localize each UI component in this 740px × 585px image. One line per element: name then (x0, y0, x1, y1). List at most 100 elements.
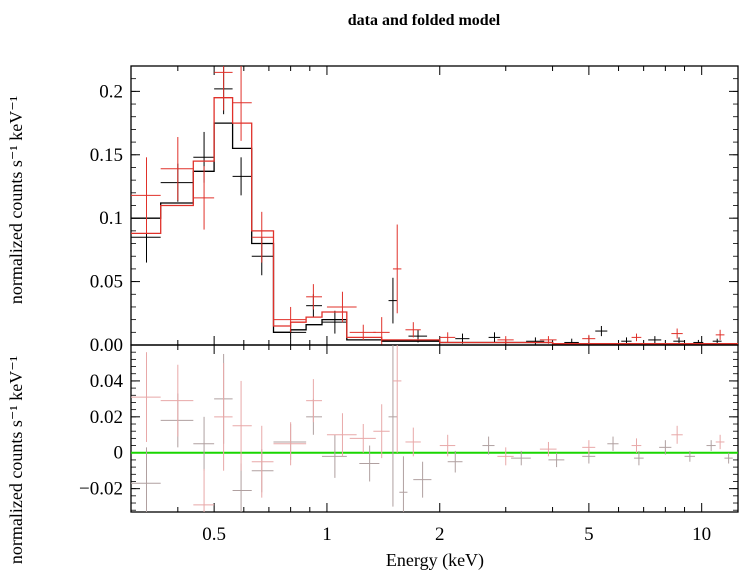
top-data-point (131, 157, 161, 234)
x-tick-label: 5 (584, 524, 594, 545)
bottom-data-point (373, 404, 390, 459)
bottom-data-point (439, 434, 456, 457)
bottom-data-point (359, 445, 380, 482)
bottom-data-point (392, 345, 402, 453)
bottom-data-point (160, 393, 194, 448)
residuals-panel: 0.5 1 2 5 10 −0.02 0 0.02 0.04 (79, 344, 739, 545)
bottom-data-point (548, 452, 565, 468)
top-model-line-1 (131, 97, 738, 345)
x-axis-title: Energy (keV) (386, 550, 484, 571)
bottom-data-point (399, 456, 408, 512)
top-data-point (131, 211, 161, 263)
top-data-point (539, 336, 557, 344)
bottom-data-point (388, 345, 398, 507)
top-data-point (388, 277, 398, 324)
top-data-point (160, 137, 194, 201)
top-data-point (671, 328, 683, 339)
bottom-data-point (232, 380, 252, 471)
top-y-tick-label: 0.05 (90, 272, 123, 293)
bottom-data-point (321, 434, 347, 478)
top-y-tick-label: 0.2 (99, 81, 123, 102)
top-data-point (306, 284, 322, 310)
bottom-data-point (273, 424, 307, 460)
top-data-point (326, 291, 357, 323)
top-data-point (306, 294, 322, 318)
bottom-y-tick-label: 0.04 (90, 371, 124, 392)
top-y-tick-label: 0.1 (99, 208, 123, 229)
bottom-data-point (131, 352, 161, 442)
bottom-data-point (214, 362, 233, 471)
top-data-point (349, 324, 376, 340)
top-data-point (526, 337, 545, 345)
bottom-data-point (511, 450, 531, 466)
bottom-data-point (273, 422, 307, 466)
top-data-point (273, 324, 307, 340)
bottom-data-point (405, 427, 421, 457)
chart-title: data and folded model (348, 12, 501, 29)
bottom-data-point (634, 450, 644, 466)
top-data-point (405, 322, 421, 338)
bottom-data-point (232, 463, 252, 512)
top-data-point (251, 211, 274, 263)
top-data-point (214, 66, 233, 111)
top-data-point (273, 306, 307, 333)
bottom-data-point (706, 440, 716, 451)
bottom-data-point (607, 436, 619, 451)
top-data-point (321, 310, 347, 334)
bottom-data-point (251, 425, 274, 498)
top-data-point (232, 157, 252, 196)
top-y-axis-title: normalized counts s⁻¹ keV⁻¹ (6, 96, 26, 304)
bottom-data-point (306, 398, 322, 435)
bottom-data-point (684, 450, 696, 462)
top-data-point (648, 336, 662, 344)
x-tick-label: 2 (435, 524, 445, 545)
bottom-data-point (659, 440, 672, 455)
top-data-point (193, 166, 215, 230)
bottom-data-point (582, 440, 596, 455)
top-y-tick-label: 0.00 (90, 335, 123, 356)
top-y-tick-label: 0.15 (90, 145, 123, 166)
top-data-point (439, 332, 456, 343)
bottom-data-point (306, 379, 322, 423)
bottom-data-point (497, 447, 514, 466)
top-data-point (392, 224, 402, 314)
x-tick-label: 1 (322, 524, 332, 545)
top-data-point (715, 329, 725, 340)
bottom-frame (130, 344, 739, 513)
data-and-model-panel: 0.00 0.05 0.1 0.15 0.2 (90, 65, 739, 356)
bottom-data-point (724, 452, 733, 464)
bottom-data-point (326, 413, 357, 457)
bottom-data-point (631, 438, 642, 453)
bottom-data-point (193, 468, 215, 512)
bottom-data-point (131, 447, 161, 512)
bottom-y-tick-label: 0.02 (90, 407, 123, 428)
top-data-point (232, 66, 252, 141)
top-model-line-0 (131, 122, 738, 345)
bottom-data-point (193, 416, 215, 471)
bottom-data-point (447, 450, 463, 473)
bottom-data-point (160, 364, 194, 437)
top-data-point (631, 333, 642, 342)
top-data-point (160, 163, 194, 202)
bottom-y-tick-label: 0 (114, 443, 124, 464)
bottom-data-point (539, 441, 557, 457)
top-data-point (497, 336, 514, 344)
x-tick-label: 0.5 (202, 524, 226, 545)
top-data-point (488, 332, 501, 343)
bottom-data-point (671, 425, 683, 444)
x-tick-label: 10 (692, 524, 711, 545)
top-data-point (582, 334, 596, 343)
bottom-data-point (413, 461, 432, 498)
top-frame (130, 65, 739, 346)
top-data-point (373, 317, 390, 345)
bottom-data-point (482, 436, 495, 455)
bottom-data-point (251, 449, 274, 493)
bottom-y-axis-title: normalized counts s⁻¹ keV⁻¹ (6, 356, 26, 564)
bottom-y-tick-label: −0.02 (79, 479, 123, 500)
top-data-point (712, 338, 722, 344)
bottom-data-point (715, 434, 725, 450)
bottom-data-point (349, 424, 376, 453)
top-data-point (595, 325, 608, 337)
